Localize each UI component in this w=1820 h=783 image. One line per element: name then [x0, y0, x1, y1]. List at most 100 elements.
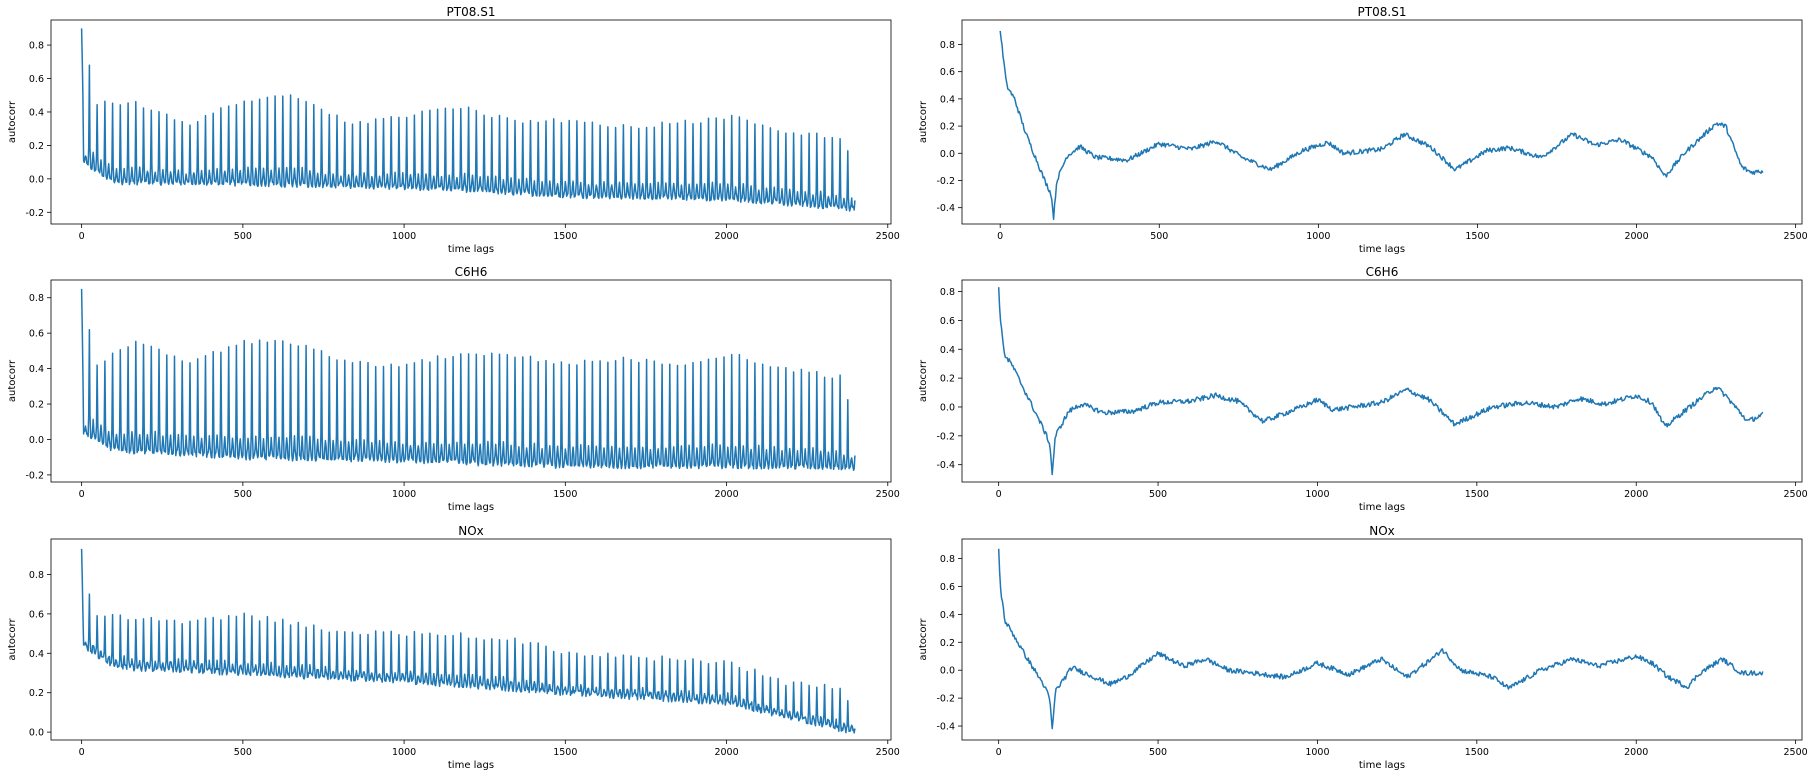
y-tick-label: 0.4 [940, 345, 955, 356]
autocorr-series-line [80, 288, 856, 471]
y-tick-label: 0.2 [940, 638, 955, 649]
chart-panel-4: C6H6 time lags autocorr 0 500 1000 1500 2000 250… [918, 265, 1808, 513]
y-tick-label: -0.4 [936, 460, 955, 471]
y-tick-label: 0.0 [940, 402, 955, 413]
x-tick-label: 2000 [1624, 747, 1648, 758]
chart-panel-6: NOx time lags autocorr 0 500 1000 1500 2000 2500… [918, 524, 1808, 771]
y-tick-label: 0.0 [940, 149, 955, 160]
y-tick-label: 0.8 [29, 570, 44, 581]
x-tick-label: 1000 [392, 489, 416, 500]
y-axis-label: autocorr [7, 100, 18, 143]
y-tick-label: 0.4 [29, 107, 44, 118]
x-tick-label: 2500 [1784, 747, 1808, 758]
x-axis-label: time lags [1359, 760, 1405, 771]
x-tick-label: 0 [79, 231, 85, 242]
chart-title: C6H6 [1366, 265, 1399, 279]
chart-title: NOx [1369, 524, 1395, 538]
x-tick-label: 500 [1150, 231, 1168, 242]
x-tick-label: 1000 [1305, 747, 1329, 758]
y-tick-label: 0.2 [940, 122, 955, 133]
y-tick-label: 0.6 [940, 67, 955, 78]
x-tick-label: 500 [1149, 747, 1167, 758]
y-axis-label: autocorr [918, 359, 929, 402]
y-tick-label: 0.0 [29, 174, 44, 185]
y-axis-label: autocorr [7, 618, 18, 661]
x-tick-label: 2500 [1784, 489, 1808, 500]
chart-panel-2: PT08.S1 time lags autocorr 0 500 1000 1500 2000… [918, 5, 1808, 255]
x-tick-label: 2000 [1624, 231, 1648, 242]
x-axis-label: time lags [448, 760, 494, 771]
y-tick-label: 0.2 [29, 141, 44, 152]
x-tick-label: 1000 [392, 747, 416, 758]
y-tick-label: 0.0 [940, 666, 955, 677]
y-axis-label: autocorr [918, 618, 929, 661]
x-tick-label: 1000 [1305, 489, 1329, 500]
axes-frame [961, 538, 1803, 741]
y-tick-label: -0.4 [936, 722, 955, 733]
x-axis-label: time lags [448, 502, 494, 513]
y-tick-label: 0.4 [29, 649, 44, 660]
x-axis-label: time lags [1359, 502, 1405, 513]
y-tick-label: 0.8 [29, 41, 44, 52]
x-tick-label: 2500 [876, 489, 900, 500]
y-tick-label: 0.2 [29, 688, 44, 699]
y-tick-label: 0.6 [940, 582, 955, 593]
x-tick-label: 500 [234, 747, 252, 758]
x-tick-label: 1500 [553, 231, 577, 242]
y-tick-label: 0.2 [29, 400, 44, 411]
x-tick-label: 1500 [553, 747, 577, 758]
x-axis-label: time lags [448, 244, 494, 255]
y-tick-label: -0.2 [936, 176, 955, 187]
axes-frame [50, 19, 892, 225]
y-tick-label: 0.8 [940, 554, 955, 565]
x-tick-label: 500 [234, 231, 252, 242]
autocorr-series-line [999, 30, 1764, 221]
y-tick-label: 0.4 [29, 364, 44, 375]
y-tick-label: 0.6 [29, 609, 44, 620]
chart-panel-3: C6H6 time lags autocorr 0 500 1000 1500 2000 250… [7, 265, 900, 513]
autocorr-series-line [80, 28, 856, 212]
x-tick-label: 2000 [714, 489, 738, 500]
chart-title: PT08.S1 [1358, 5, 1407, 19]
x-tick-label: 0 [997, 231, 1003, 242]
x-tick-label: 1500 [1465, 231, 1489, 242]
axes-frame [961, 279, 1803, 483]
y-tick-label: -0.2 [25, 208, 44, 219]
x-tick-label: 1500 [553, 489, 577, 500]
chart-title: C6H6 [455, 265, 488, 279]
y-axis-label: autocorr [7, 359, 18, 402]
y-tick-label: 0.0 [29, 435, 44, 446]
x-tick-label: 0 [996, 747, 1002, 758]
x-tick-label: 2500 [876, 231, 900, 242]
chart-title: NOx [458, 524, 484, 538]
y-tick-label: 0.4 [940, 94, 955, 105]
y-axis-label: autocorr [918, 100, 929, 143]
autocorr-series-line [997, 548, 1764, 730]
x-tick-label: 2500 [1784, 231, 1808, 242]
x-tick-label: 1000 [1306, 231, 1330, 242]
y-tick-label: 0.4 [940, 610, 955, 621]
x-tick-label: 0 [79, 489, 85, 500]
chart-title: PT08.S1 [447, 5, 496, 19]
y-tick-label: -0.2 [25, 470, 44, 481]
chart-panel-1: PT08.S1 time lags autocorr 0 500 1000 1500 2000… [7, 5, 900, 255]
axes-frame [50, 538, 892, 741]
y-tick-label: 0.8 [29, 293, 44, 304]
y-tick-label: -0.2 [936, 694, 955, 705]
y-tick-label: -0.2 [936, 431, 955, 442]
y-tick-label: 0.6 [29, 74, 44, 85]
y-tick-label: -0.4 [936, 203, 955, 214]
x-tick-label: 1500 [1465, 489, 1489, 500]
x-tick-label: 1000 [392, 231, 416, 242]
y-tick-label: 0.6 [940, 316, 955, 327]
y-tick-label: 0.8 [940, 287, 955, 298]
y-tick-label: 0.6 [29, 329, 44, 340]
x-tick-label: 500 [1149, 489, 1167, 500]
axes-frame [961, 19, 1803, 225]
chart-panel-5: NOx time lags autocorr 0 500 1000 1500 2000 2500… [7, 524, 900, 771]
x-tick-label: 2500 [876, 747, 900, 758]
autocorr-series-line [997, 287, 1764, 476]
axes-frame [50, 279, 892, 483]
x-tick-label: 0 [79, 747, 85, 758]
